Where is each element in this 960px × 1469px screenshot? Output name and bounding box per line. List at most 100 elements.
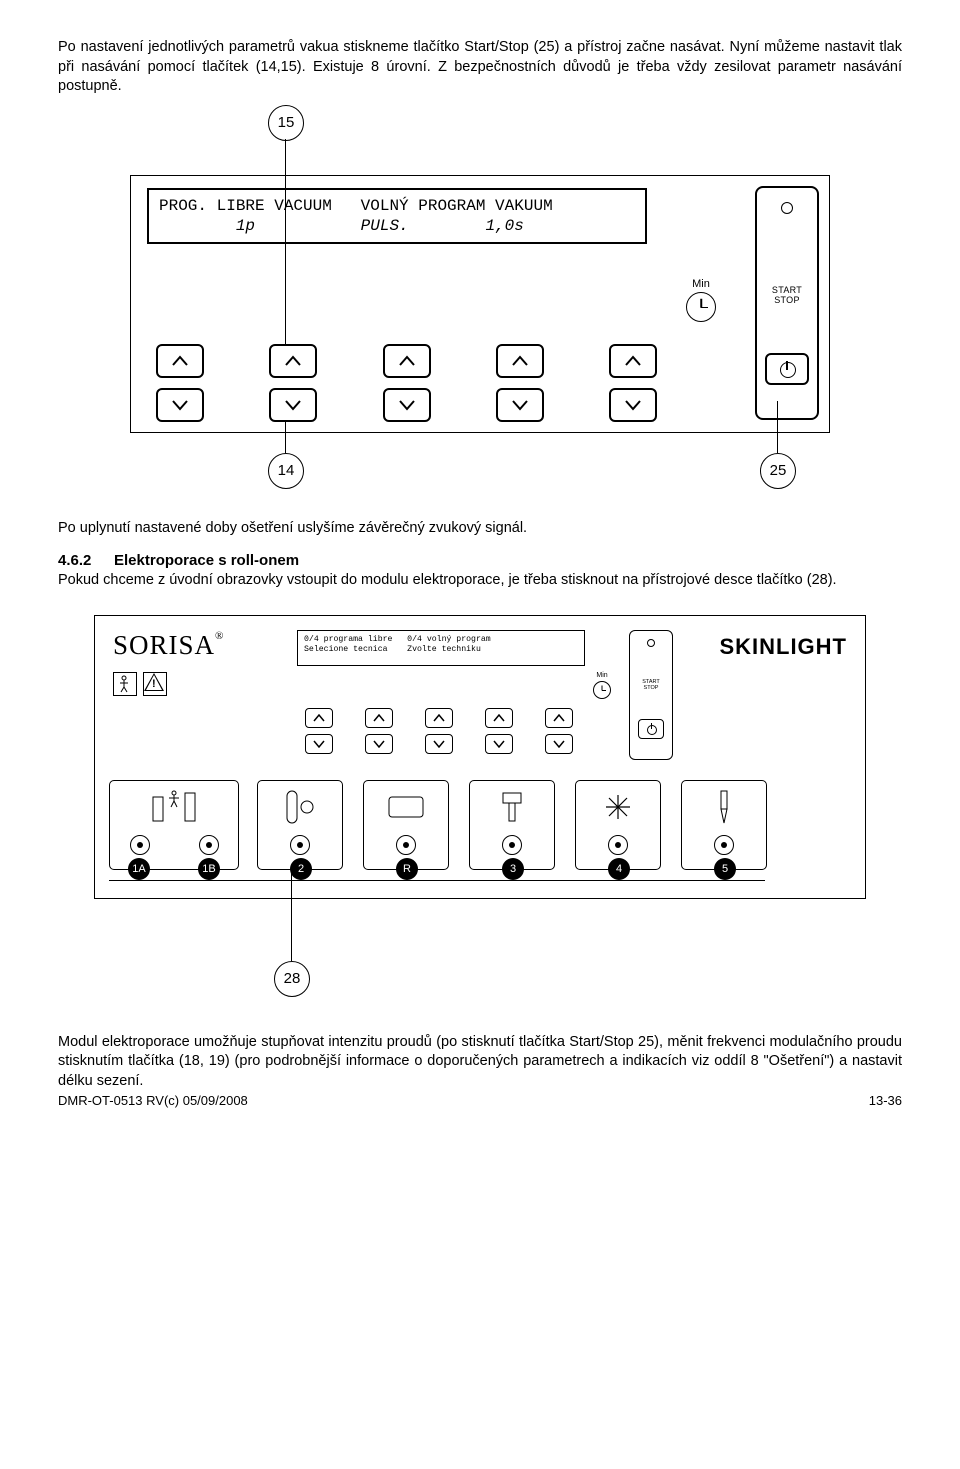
up-button[interactable] — [269, 344, 317, 378]
callout-15: 15 — [268, 105, 304, 141]
device-panel-figure: SORISA® SKINLIGHT 0/4 programa libre 0/4… — [58, 615, 902, 1015]
small-arrow-col-5 — [545, 708, 573, 754]
down-button[interactable] — [425, 734, 453, 754]
up-button[interactable] — [156, 344, 204, 378]
callout-25-line — [777, 401, 778, 453]
status-led — [647, 639, 655, 647]
min-indicator-small: Min — [593, 672, 611, 699]
section-heading: 4.6.2Elektroporace s roll-onem — [58, 552, 902, 569]
footer-page-number: 13-36 — [869, 1093, 902, 1108]
down-button[interactable] — [485, 734, 513, 754]
intro-paragraph-1: Po nastavení jednotlivých parametrů vaku… — [58, 38, 902, 97]
up-button[interactable] — [609, 344, 657, 378]
arrow-col-4 — [496, 344, 544, 422]
small-arrow-col-3 — [425, 708, 453, 754]
up-button[interactable] — [383, 344, 431, 378]
connector-underline — [109, 880, 765, 881]
connector-badge: 3 — [502, 858, 524, 880]
jack-icon — [199, 835, 219, 855]
power-button[interactable] — [765, 353, 809, 385]
footer-doc-id: DMR-OT-0513 RV(c) 05/09/2008 — [58, 1093, 248, 1108]
connector-badge: R — [396, 858, 418, 880]
up-button[interactable] — [545, 708, 573, 728]
down-button[interactable] — [156, 388, 204, 422]
connector-badge: 4 — [608, 858, 630, 880]
page-footer: DMR-OT-0513 RV(c) 05/09/2008 13-36 — [58, 1093, 902, 1108]
status-led — [781, 202, 793, 214]
tool-icon — [697, 787, 751, 827]
jack-icon — [290, 835, 310, 855]
down-button[interactable] — [545, 734, 573, 754]
jack-icon — [608, 835, 628, 855]
probe-pair-icon — [147, 787, 201, 827]
connector-2: 2 — [257, 780, 343, 870]
down-button[interactable] — [609, 388, 657, 422]
jack-icon — [502, 835, 522, 855]
connector-row: 1A 1B 2 R 3 — [105, 780, 855, 888]
small-arrow-col-4 — [485, 708, 513, 754]
callout-14: 14 — [268, 453, 304, 489]
down-button[interactable] — [365, 734, 393, 754]
arrow-col-1 — [156, 344, 204, 422]
warning-triangle-icon: ! — [144, 673, 164, 691]
small-arrow-col-1 — [305, 708, 333, 754]
brand-skinlight: SKINLIGHT — [719, 634, 847, 660]
power-button[interactable] — [638, 719, 664, 739]
jack-icon — [714, 835, 734, 855]
min-indicator: Min — [686, 278, 716, 322]
post-panel1-paragraph: Po uplynutí nastavené doby ošetření usly… — [58, 519, 902, 539]
section-number: 4.6.2 — [58, 552, 114, 569]
brand-sorisa: SORISA® — [113, 630, 224, 661]
connector-4: 4 — [575, 780, 661, 870]
callout-28: 28 — [274, 961, 310, 997]
connector-5: 5 — [681, 780, 767, 870]
down-button[interactable] — [269, 388, 317, 422]
lcd-small: 0/4 programa libre 0/4 volný program Sel… — [297, 630, 585, 666]
arrow-col-2 — [269, 344, 317, 422]
person-icon — [118, 675, 130, 693]
callout-28-line — [291, 869, 292, 961]
snowflake-icon — [591, 787, 645, 827]
down-button[interactable] — [305, 734, 333, 754]
connector-badge: 5 — [714, 858, 736, 880]
up-button[interactable] — [485, 708, 513, 728]
section-title: Elektroporace s roll-onem — [114, 552, 299, 569]
clock-icon — [686, 292, 716, 322]
clock-icon — [593, 681, 611, 699]
lcd-display: PROG. LIBRE VACUUM VOLNÝ PROGRAM VAKUUM … — [147, 188, 647, 244]
lcd-line-2: 1p PULS. 1,0s — [159, 216, 635, 236]
section-intro-paragraph: Pokud chceme z úvodní obrazovky vstoupit… — [58, 571, 902, 591]
start-stop-label: STARTSTOP — [630, 679, 672, 691]
connector-badge: 1A — [128, 858, 150, 880]
start-stop-label: STARTSTOP — [757, 286, 817, 306]
connector-1: 1A 1B — [109, 780, 239, 870]
roller-icon — [273, 787, 327, 827]
vacuum-panel-figure: 15 PROG. LIBRE VACUUM VOLNÝ PROGRAM VAKU… — [58, 105, 902, 505]
up-button[interactable] — [496, 344, 544, 378]
up-button[interactable] — [365, 708, 393, 728]
pad-icon — [379, 787, 433, 827]
down-button[interactable] — [383, 388, 431, 422]
connector-r: R — [363, 780, 449, 870]
small-arrow-col-2 — [365, 708, 393, 754]
callout-25: 25 — [760, 453, 796, 489]
device-panel: SORISA® SKINLIGHT 0/4 programa libre 0/4… — [94, 615, 866, 899]
connector-badge: 1B — [198, 858, 220, 880]
up-button[interactable] — [425, 708, 453, 728]
down-button[interactable] — [496, 388, 544, 422]
connector-3: 3 — [469, 780, 555, 870]
callout-14-line — [285, 421, 286, 453]
connector-badge: 2 — [290, 858, 312, 880]
vacuum-panel: PROG. LIBRE VACUUM VOLNÝ PROGRAM VAKUUM … — [130, 175, 830, 433]
arrow-col-3 — [383, 344, 431, 422]
min-label: Min — [593, 672, 611, 679]
up-button[interactable] — [305, 708, 333, 728]
jack-icon — [396, 835, 416, 855]
arrow-col-5 — [609, 344, 657, 422]
hammer-icon — [485, 787, 539, 827]
min-label: Min — [686, 278, 716, 290]
start-stop-box-small: STARTSTOP — [629, 630, 673, 760]
closing-paragraph: Modul elektroporace umožňuje stupňovat i… — [58, 1033, 902, 1092]
lcd-line-1: PROG. LIBRE VACUUM VOLNÝ PROGRAM VAKUUM — [159, 196, 635, 216]
jack-icon — [130, 835, 150, 855]
